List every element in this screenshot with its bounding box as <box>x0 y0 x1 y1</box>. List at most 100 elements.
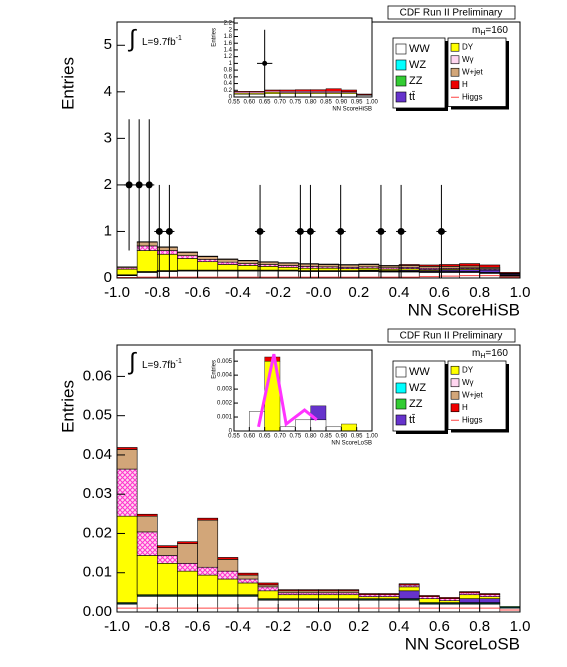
histogram-bar <box>418 264 440 267</box>
data-point <box>145 181 153 189</box>
data-point <box>256 227 264 235</box>
histogram-bar <box>136 250 158 272</box>
text-part: m <box>472 348 480 359</box>
histogram-bar <box>325 93 342 98</box>
y-tick-label: 0.00 <box>83 603 112 620</box>
legend-label: DY <box>462 42 474 51</box>
histogram-bar <box>257 590 279 599</box>
histogram-bar <box>398 583 420 586</box>
x-tick-label: 0.80 <box>305 100 317 106</box>
data-point <box>306 227 314 235</box>
y-tick-label: 0.001 <box>217 415 233 421</box>
text-part: L=9.7fb <box>142 37 176 48</box>
legend-label: tt̄ <box>409 414 415 426</box>
legend-label: Wγ <box>462 378 474 387</box>
histogram-bar <box>277 594 299 599</box>
histogram-bar <box>197 259 219 263</box>
y-tick-label: 0.01 <box>83 564 112 581</box>
y-tick-label: 0.8 <box>224 68 233 74</box>
y-tick-label: 1 <box>104 222 112 239</box>
legend-swatch <box>450 365 460 375</box>
y-tick-label: 1.4 <box>224 48 233 54</box>
histogram-bar <box>499 272 521 274</box>
histogram-bar <box>257 261 279 265</box>
histogram-bar <box>310 91 327 93</box>
legend-swatch <box>395 366 407 378</box>
histogram-bar <box>459 591 480 594</box>
histogram-bar <box>157 253 178 271</box>
x-tick-label: -1.0 <box>104 618 130 635</box>
histogram-bar <box>298 267 319 271</box>
histogram-bar <box>136 595 158 613</box>
plot-frame <box>233 17 373 98</box>
histogram-bar <box>341 89 357 92</box>
x-tick-label: 1.00 <box>366 434 378 440</box>
histogram-bar <box>298 263 319 267</box>
histogram-bar <box>217 559 239 572</box>
y-tick-label: 0.06 <box>83 367 112 384</box>
histogram-bar <box>237 572 259 576</box>
y-tick-label: 1.8 <box>224 34 233 40</box>
histogram-bar <box>356 93 373 95</box>
legend-label: WW <box>409 43 430 55</box>
x-tick-label: 0.80 <box>305 434 317 440</box>
histogram-bar <box>233 91 250 94</box>
x-tick-label: 0.85 <box>320 100 332 106</box>
x-tick-label: 0.65 <box>259 434 271 440</box>
x-axis-label: NN ScoreLoSB <box>331 441 372 447</box>
x-tick-label: 0.2 <box>348 618 369 635</box>
x-tick-label: 0.60 <box>243 434 255 440</box>
x-tick-label: 0.65 <box>259 100 271 106</box>
y-axis-label: Entries <box>58 380 77 433</box>
y-tick-label: 0.2 <box>224 88 233 94</box>
legend-label: ZZ <box>409 75 423 87</box>
legend-label: Higgs <box>462 415 482 424</box>
y-tick-label: 1.2 <box>224 54 233 60</box>
text-part: -1 <box>176 35 182 42</box>
legend-label: DY <box>462 365 474 374</box>
mass-label: mH=160 <box>472 25 508 37</box>
histogram-bar <box>136 245 158 251</box>
histogram-bar <box>257 582 279 586</box>
histogram-bar <box>277 266 299 271</box>
histogram-bar <box>136 241 158 247</box>
y-axis-label: Entries <box>212 28 218 47</box>
histogram-bar <box>499 606 521 608</box>
chart-title: CDF Run II Preliminary <box>400 331 503 342</box>
y-tick-label: 0.03 <box>83 485 112 502</box>
histogram-bar <box>277 599 299 613</box>
histogram-bar <box>177 252 198 256</box>
histogram-bar <box>217 595 239 613</box>
histogram-bar <box>295 89 311 92</box>
histogram-bar <box>318 589 339 592</box>
legend-label: H <box>462 80 468 89</box>
lumi-label: L=9.7fb-1 <box>142 35 182 48</box>
histogram-bar <box>264 89 281 92</box>
histogram-bar <box>197 256 219 260</box>
histogram-bar <box>279 426 296 432</box>
y-tick-label: 2 <box>229 27 233 33</box>
y-tick-label: 0 <box>229 95 233 101</box>
histogram-bar <box>217 570 239 580</box>
x-tick-label: 0.75 <box>289 434 301 440</box>
histogram-bar <box>257 266 279 271</box>
y-tick-label: 0.004 <box>217 373 233 379</box>
histogram-bar <box>295 91 311 93</box>
histogram-bar <box>338 589 360 592</box>
histogram-bar <box>325 426 342 432</box>
histogram-bar <box>217 264 239 271</box>
histogram-bar <box>479 598 501 603</box>
data-point <box>397 227 405 235</box>
legend-swatch <box>450 67 460 77</box>
y-tick-label: 0.05 <box>83 407 112 424</box>
histogram-bar <box>157 545 178 548</box>
histogram-bar <box>157 547 178 556</box>
histogram-bar <box>398 586 420 592</box>
x-tick-label: 0.90 <box>335 434 347 440</box>
histogram-bar <box>378 599 400 613</box>
histogram-bar <box>217 557 239 560</box>
histogram-bar <box>157 250 178 255</box>
x-tick-label: -0.8 <box>144 618 170 635</box>
histogram-bar <box>249 91 265 93</box>
histogram-bar <box>318 599 339 613</box>
